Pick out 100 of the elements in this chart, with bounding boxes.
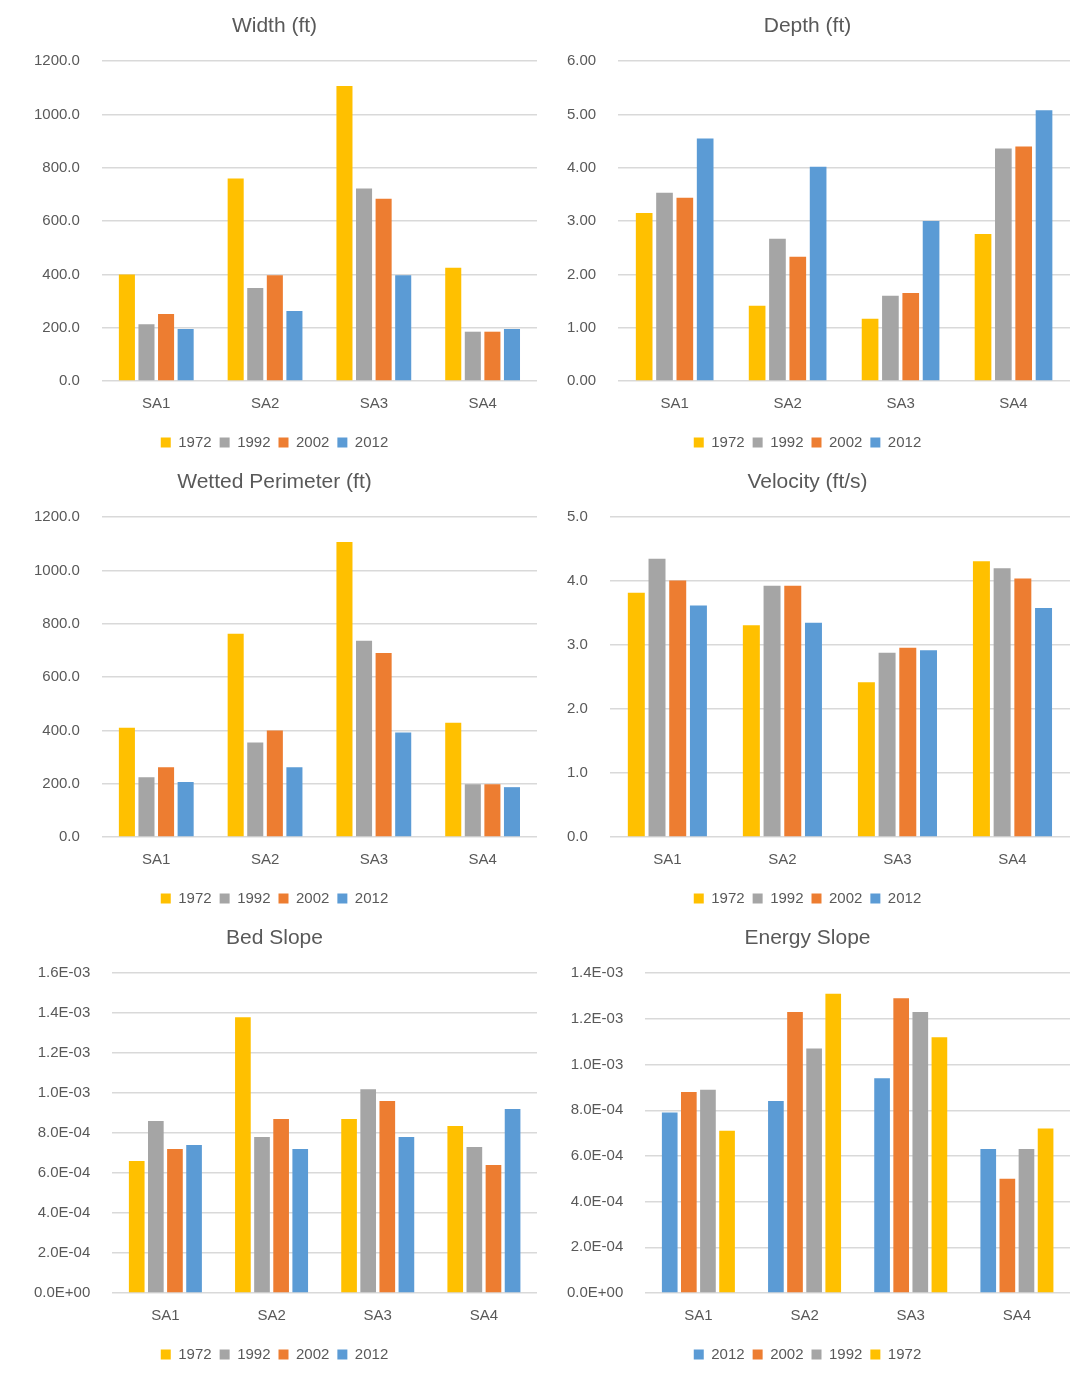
y-tick-label: 5.0	[566, 507, 588, 525]
bar	[669, 580, 687, 837]
bar	[503, 787, 521, 837]
bar	[485, 1165, 502, 1293]
y-tick-label: 400.0	[42, 720, 80, 738]
legend-label: 2012	[711, 1344, 745, 1362]
bar	[763, 585, 781, 837]
y-tick-label: 0.0	[566, 827, 588, 845]
bar	[266, 730, 283, 837]
y-tick-label: 800.0	[42, 157, 80, 175]
bar	[273, 1119, 289, 1293]
bar	[635, 213, 653, 381]
bar	[167, 1149, 183, 1293]
bar	[286, 767, 303, 837]
bar	[341, 1119, 357, 1293]
y-tick-label: 6.0E-04	[37, 1163, 91, 1181]
legend-label: 1992	[770, 888, 804, 906]
bar	[148, 1121, 164, 1293]
bar	[789, 256, 807, 381]
bar	[227, 178, 244, 381]
bar	[1035, 608, 1053, 837]
chart-title: Energy Slope	[744, 925, 871, 949]
bar	[787, 1012, 803, 1293]
bar	[748, 305, 766, 381]
bar	[893, 998, 910, 1293]
bar	[806, 1048, 822, 1293]
legend-label: 1992	[237, 888, 271, 906]
y-tick-label: 0.0	[59, 371, 80, 389]
bar	[696, 138, 714, 381]
bar	[912, 1012, 929, 1293]
x-tick-label: SA3	[363, 1306, 392, 1324]
bar	[742, 625, 760, 837]
x-tick-label: SA4	[1002, 1306, 1032, 1324]
legend-label: 1972	[887, 1344, 922, 1362]
legend-label: 1992	[237, 1344, 271, 1362]
y-tick-label: 8.0E-04	[37, 1123, 91, 1141]
y-tick-label: 1.6E-03	[37, 963, 91, 981]
y-tick-label: 200.0	[42, 317, 80, 335]
bar	[825, 993, 842, 1293]
bar	[379, 1101, 396, 1293]
bar	[464, 331, 481, 381]
legend-label: 2002	[829, 888, 863, 906]
bar	[648, 558, 666, 837]
x-tick-label: SA1	[151, 1306, 180, 1324]
legend-label: 1992	[829, 1344, 863, 1362]
legend-label: 1972	[178, 1344, 212, 1362]
bar	[661, 1112, 678, 1293]
bar	[1035, 110, 1053, 381]
y-tick-label: 3.0	[566, 635, 588, 653]
bar	[235, 1017, 251, 1293]
bar	[158, 767, 175, 837]
bar	[286, 310, 303, 381]
y-tick-label: 6.0E-04	[570, 1146, 624, 1164]
bar	[375, 653, 392, 837]
y-tick-label: 2.00	[566, 264, 597, 282]
bar	[999, 1178, 1016, 1293]
y-tick-label: 1200.0	[33, 51, 80, 69]
bar	[138, 777, 155, 837]
bar	[138, 324, 155, 381]
bar	[395, 275, 412, 381]
legend-label: 1972	[178, 432, 212, 450]
x-tick-label: SA1	[653, 850, 682, 868]
bar	[118, 274, 135, 381]
y-tick-label: 1000.0	[33, 104, 80, 122]
bar	[375, 198, 392, 381]
y-tick-label: 4.0	[566, 571, 588, 589]
y-tick-label: 8.0E-04	[570, 1100, 624, 1118]
bar	[447, 1126, 464, 1293]
y-tick-label: 400.0	[42, 264, 80, 282]
bar	[931, 1037, 948, 1293]
y-tick-label: 0.0E+00	[566, 1283, 624, 1301]
x-tick-label: SA4	[999, 394, 1028, 412]
bar	[980, 1149, 997, 1293]
y-tick-label: 1.0E-03	[570, 1054, 624, 1072]
bar	[356, 188, 373, 381]
bar	[902, 293, 920, 381]
y-tick-label: 800.0	[42, 613, 80, 631]
bar	[972, 561, 990, 837]
y-tick-label: 1.4E-03	[570, 963, 624, 981]
bar	[676, 197, 694, 381]
legend-label: 1972	[711, 888, 745, 906]
legend-label: 1992	[770, 432, 804, 450]
bar	[336, 85, 353, 381]
x-tick-label: SA4	[469, 1306, 499, 1324]
y-tick-label: 600.0	[42, 211, 80, 229]
y-tick-label: 1.0E-03	[37, 1083, 91, 1101]
bar	[158, 314, 175, 381]
chart-title: Depth (ft)	[763, 13, 852, 37]
x-tick-label: SA3	[883, 850, 912, 868]
bar	[118, 727, 135, 837]
bar	[857, 682, 875, 837]
chart-title: Wetted Perimeter (ft)	[177, 469, 372, 493]
bar	[1014, 578, 1032, 837]
bar	[899, 647, 917, 837]
y-tick-label: 2.0E-04	[37, 1243, 91, 1261]
x-tick-label: SA3	[886, 394, 915, 412]
legend-label: 2002	[296, 432, 330, 450]
bar	[445, 722, 462, 837]
bar	[177, 782, 194, 837]
bar	[247, 287, 264, 381]
